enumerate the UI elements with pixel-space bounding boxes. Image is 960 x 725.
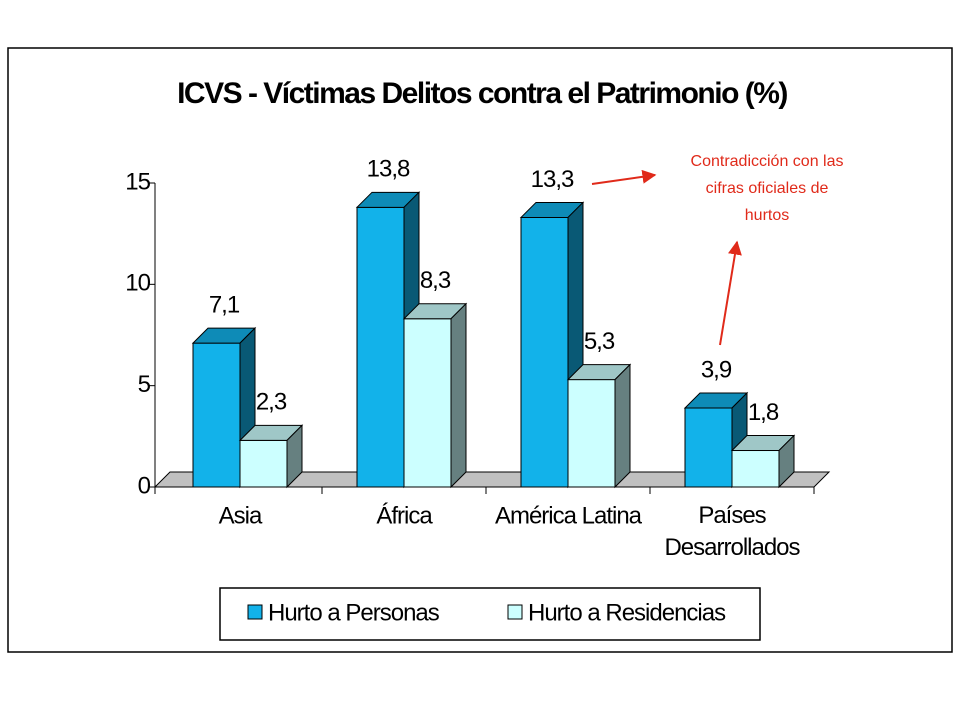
- bar: [238, 424, 304, 489]
- y-tick-label: 0: [138, 472, 151, 499]
- bar-front: [192, 342, 241, 488]
- bar-front: [356, 206, 405, 488]
- annotation: hurtos: [745, 207, 789, 224]
- chart-title: ICVS - Víctimas Delitos contra el Patrim…: [177, 77, 787, 110]
- bar-side: [450, 302, 467, 489]
- bar-side: [286, 424, 303, 489]
- x-tick-label: Países Desarrollados: [664, 502, 800, 561]
- bar-front: [520, 216, 569, 488]
- frame: [7, 47, 953, 653]
- x-tick-label: América Latina: [495, 502, 643, 529]
- annotation: cifras oficiales de: [706, 180, 829, 197]
- x-tick-label: Asia: [219, 502, 263, 529]
- data-label: 3,9: [701, 356, 732, 383]
- legend-swatch: [507, 604, 523, 620]
- legend: [219, 587, 761, 641]
- bar-front: [731, 450, 780, 488]
- bar-side: [778, 434, 795, 489]
- arrow: [591, 169, 657, 185]
- data-label: 5,3: [584, 328, 615, 355]
- bar: [730, 434, 796, 489]
- data-label: 7,1: [209, 291, 240, 318]
- bar: [402, 302, 468, 489]
- data-label: 2,3: [256, 389, 287, 416]
- data-label: 13,3: [531, 166, 574, 193]
- y-tick-label: 10: [125, 270, 150, 297]
- legend-label: Hurto a Personas: [268, 599, 440, 626]
- bar: [191, 326, 257, 489]
- data-label: 8,3: [420, 267, 451, 294]
- legend-swatch: [247, 604, 263, 620]
- bar-front: [403, 318, 452, 488]
- x-tick-label: África: [376, 502, 433, 529]
- data-label: 1,8: [748, 399, 779, 426]
- bar-front: [567, 379, 616, 488]
- legend-label: Hurto a Residencias: [528, 599, 726, 626]
- bar-front: [239, 439, 288, 488]
- arrow: [719, 240, 742, 346]
- bar-side: [614, 363, 631, 489]
- y-tick-label: 5: [138, 371, 151, 398]
- y-tick-label: 15: [125, 168, 150, 195]
- annotation: Contradicción con las: [691, 153, 844, 170]
- bar: [566, 363, 632, 489]
- bar-front: [684, 407, 733, 488]
- data-label: 13,8: [367, 156, 410, 183]
